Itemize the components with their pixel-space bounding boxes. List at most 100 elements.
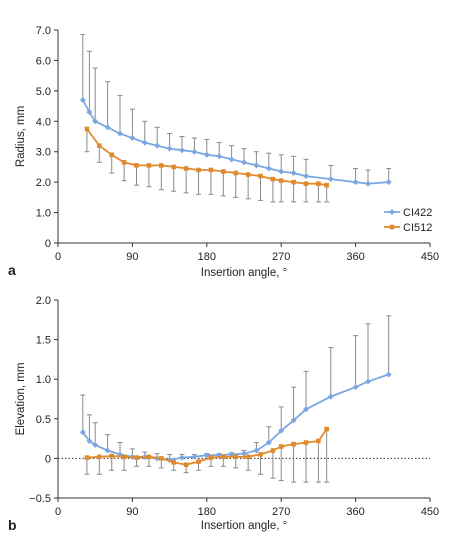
- y-tick-label: 0: [45, 453, 51, 465]
- data-point: [84, 455, 90, 460]
- data-point: [352, 179, 359, 186]
- x-tick-label: 270: [272, 251, 290, 263]
- data-point: [171, 164, 177, 170]
- data-point: [191, 148, 198, 155]
- y-tick-label: 0: [45, 238, 51, 250]
- data-point: [265, 165, 272, 172]
- y-tick-label: 2.0: [36, 177, 51, 189]
- y-tick-label: 5.0: [36, 86, 51, 98]
- y-tick-label: 0.5: [36, 414, 51, 426]
- data-point: [179, 147, 185, 154]
- legend-swatch-marker: [389, 224, 395, 230]
- data-point: [385, 179, 392, 186]
- data-point: [241, 159, 247, 166]
- series-line: [82, 373, 389, 461]
- data-point: [278, 427, 285, 434]
- y-tick-label: 2.0: [36, 295, 51, 307]
- y-tick-label: 7.0: [36, 25, 51, 37]
- data-point: [196, 167, 201, 173]
- x-axis-title: Insertion angle, °: [201, 267, 287, 279]
- data-point: [183, 462, 189, 468]
- data-point: [129, 135, 136, 142]
- data-point: [303, 181, 309, 186]
- x-tick-label: 90: [126, 506, 138, 518]
- x-tick-label: 270: [272, 506, 290, 518]
- data-point: [84, 126, 90, 132]
- data-point: [183, 166, 189, 171]
- series-ci422: [79, 315, 392, 463]
- data-point: [203, 452, 210, 459]
- data-point: [79, 429, 86, 436]
- data-point: [208, 167, 214, 173]
- data-point: [221, 454, 226, 460]
- data-point: [159, 456, 164, 461]
- data-point: [104, 124, 111, 131]
- y-tick-label: −0.5: [29, 493, 51, 505]
- data-point: [278, 168, 285, 175]
- data-point: [290, 417, 297, 424]
- x-tick-label: 360: [346, 506, 364, 518]
- data-point: [258, 173, 263, 179]
- data-point: [228, 156, 235, 163]
- data-point: [365, 378, 371, 385]
- x-axis-title: Insertion angle, °: [201, 520, 287, 532]
- y-tick-label: 1.0: [36, 208, 51, 220]
- data-point: [216, 153, 223, 160]
- data-point: [270, 176, 276, 182]
- data-point: [291, 441, 296, 447]
- data-point: [303, 440, 309, 445]
- data-point: [196, 459, 201, 464]
- series-line: [86, 428, 328, 466]
- data-point: [117, 130, 123, 137]
- data-point: [166, 145, 173, 152]
- series-ci512: [84, 426, 330, 483]
- data-point: [303, 406, 309, 413]
- series-ci512: [84, 126, 330, 203]
- data-point: [316, 181, 321, 186]
- data-point: [134, 455, 139, 460]
- data-point: [278, 178, 284, 183]
- x-tick-label: 450: [421, 251, 439, 263]
- data-point: [146, 163, 152, 168]
- data-point: [171, 460, 177, 465]
- data-point: [86, 109, 93, 116]
- data-point: [316, 438, 321, 444]
- data-point: [221, 169, 226, 174]
- data-point: [121, 454, 127, 460]
- y-tick-label: 4.0: [36, 116, 51, 128]
- data-point: [154, 142, 161, 149]
- panel-letter: b: [8, 517, 17, 533]
- data-point: [265, 439, 272, 446]
- data-point: [291, 179, 296, 185]
- data-point: [233, 454, 239, 460]
- legend-label: CI422: [403, 207, 432, 219]
- data-point: [253, 162, 260, 169]
- x-tick-label: 450: [421, 506, 439, 518]
- data-point: [245, 454, 251, 460]
- data-point: [290, 170, 297, 177]
- data-point: [352, 384, 359, 391]
- data-point: [86, 437, 93, 444]
- data-point: [365, 180, 371, 187]
- data-point: [245, 172, 251, 177]
- data-point: [159, 163, 164, 168]
- data-point: [146, 454, 152, 460]
- data-point: [92, 118, 99, 125]
- data-point: [104, 447, 111, 454]
- data-point: [179, 454, 185, 461]
- data-point: [141, 139, 148, 146]
- legend-label: CI512: [403, 222, 432, 234]
- chart-panel-a: 0 1.0 2.0 3.0 4.0 5.0 6.0 7.0 0 90 180 270 360 450 Ins…: [8, 25, 439, 279]
- legend-swatch-marker: [389, 209, 395, 215]
- panel-letter: a: [8, 262, 16, 278]
- legend: CI422 CI512: [384, 207, 432, 234]
- x-tick-label: 0: [55, 251, 61, 263]
- data-point: [97, 454, 102, 460]
- data-point: [258, 452, 263, 457]
- x-tick-label: 180: [198, 506, 216, 518]
- data-point: [109, 453, 115, 459]
- data-point: [109, 152, 115, 158]
- y-tick-label: 1.5: [36, 335, 51, 347]
